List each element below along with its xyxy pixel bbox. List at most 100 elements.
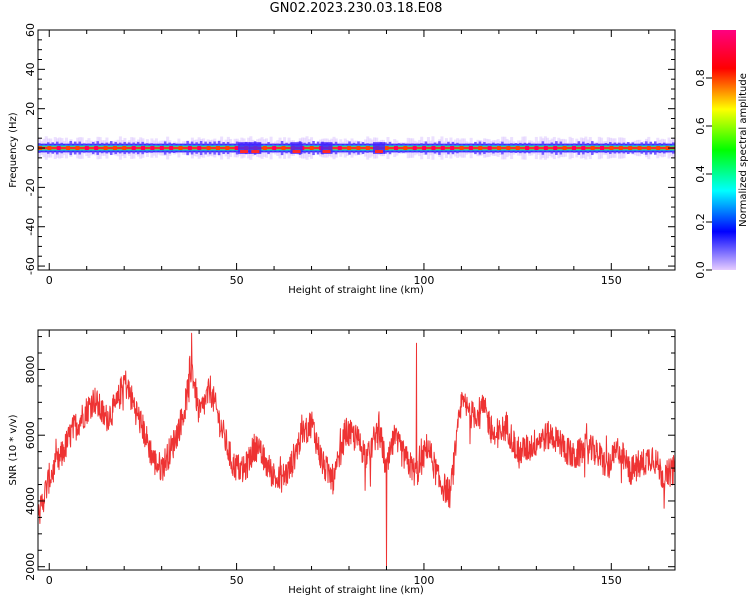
colorbar-tick-label: 0.4 [694, 165, 707, 183]
x-tick-label: 0 [46, 574, 53, 587]
snr-series-line [38, 332, 675, 568]
band-core-dash [47, 146, 52, 151]
band-core-dash [141, 146, 146, 151]
band-core-dash [75, 146, 80, 151]
x-tick-label: 0 [46, 274, 53, 287]
band-core-dash [337, 146, 342, 151]
snr-y-label: SNR (10 * v/v) [8, 414, 19, 485]
band-core-dash [665, 146, 670, 151]
band-disturbance [372, 142, 385, 154]
band-core-dash [94, 146, 99, 151]
band-core-dash [534, 146, 539, 151]
y-tick-label: 6000 [24, 421, 37, 449]
band-core-dash [506, 146, 511, 151]
band-core-dash [412, 146, 417, 151]
band-core-dash [515, 146, 520, 151]
band-core-dash [656, 146, 661, 151]
spectrogram-y-label: Frequency (Hz) [8, 112, 19, 188]
band-core-dash [150, 146, 155, 151]
band-core-dash [590, 146, 595, 151]
snr-x-axis: 0 50 100 150 [46, 330, 650, 587]
y-tick-label: 0 [24, 145, 37, 152]
spectrogram-y-axis: -60 -40 -20 0 20 40 60 [24, 23, 675, 275]
snr-x-label: Height of straight line (km) [288, 585, 424, 596]
band-disturbance-core [292, 150, 301, 154]
band-core-dash [600, 146, 605, 151]
band-core-dash [356, 146, 361, 151]
band-core-dash [215, 146, 220, 151]
y-tick-label: -60 [24, 257, 37, 275]
y-tick-label: 4000 [24, 487, 37, 515]
spectrogram-x-label: Height of straight line (km) [288, 285, 424, 296]
band-core-dash [281, 146, 286, 151]
band-core-dash [365, 146, 370, 151]
band-core-dash [384, 146, 389, 151]
band-core-dash [112, 146, 117, 151]
colorbar-tick-label: 0.8 [694, 69, 707, 87]
band-core-dash [497, 146, 502, 151]
band-disturbance-core [251, 150, 260, 154]
band-core-dash [103, 146, 108, 151]
spectrogram-x-axis: 0 50 100 150 [46, 30, 650, 287]
band-core-dash [440, 146, 445, 151]
band-core-dash [459, 146, 464, 151]
band-core-dash [609, 146, 614, 151]
band-core-dash [169, 146, 174, 151]
band-core-dash [525, 146, 530, 151]
y-tick-label: 40 [24, 62, 37, 76]
spectrogram-band [38, 136, 675, 160]
band-core-dash [628, 146, 633, 151]
y-tick-label: 20 [24, 102, 37, 116]
band-core-dash [646, 146, 651, 151]
colorbar-tick-label: 0.0 [694, 261, 707, 279]
x-tick-label: 50 [230, 274, 244, 287]
band-core-dash [422, 146, 427, 151]
band-disturbance-core [322, 150, 331, 154]
colorbar-gradient [712, 30, 736, 270]
band-disturbance [238, 142, 251, 154]
band-core-dash [637, 146, 642, 151]
y-tick-label: 8000 [24, 355, 37, 383]
colorbar-tick-label: 0.2 [694, 213, 707, 231]
band-core-dash [487, 146, 492, 151]
band-core-dash [187, 146, 192, 151]
band-core-dash [393, 146, 398, 151]
band-core-dash [309, 146, 314, 151]
snr-frame [37, 329, 676, 571]
x-tick-label: 50 [230, 574, 244, 587]
band-core-dash [553, 146, 558, 151]
band-core-dash [122, 146, 127, 151]
snr-panel: 0 50 100 150 2000 4000 6000 8000 Height of str… [8, 329, 676, 596]
spectrogram-frame [37, 29, 676, 271]
colorbar: 0.0 0.2 0.4 0.6 0.8 Normalized spectral ampl… [694, 30, 749, 279]
band-core-dash [468, 146, 473, 151]
y-tick-label: 60 [24, 23, 37, 37]
band-core-dash [206, 146, 211, 151]
x-tick-label: 150 [601, 274, 622, 287]
band-disturbance [290, 142, 303, 154]
band-disturbance-core [374, 150, 383, 154]
band-disturbance-core [240, 150, 249, 154]
band-disturbance [320, 142, 333, 154]
band-core-dash [478, 146, 483, 151]
snr-y-axis: 2000 4000 6000 8000 [24, 336, 675, 581]
band-core-dash [562, 146, 567, 151]
y-tick-label: -40 [24, 218, 37, 236]
band-core-dash [56, 146, 61, 151]
y-tick-label: -20 [24, 178, 37, 196]
x-tick-label: 100 [413, 274, 434, 287]
band-core-dash [571, 146, 576, 151]
band-core-dash [272, 146, 277, 151]
x-tick-label: 150 [601, 574, 622, 587]
band-core-dash [431, 146, 436, 151]
band-core-dash [159, 146, 164, 151]
band-core-dash [450, 146, 455, 151]
band-core-dash [131, 146, 136, 151]
chart-title: GN02.2023.230.03.18.E08 [269, 1, 443, 16]
colorbar-ticks: 0.0 0.2 0.4 0.6 0.8 [694, 69, 712, 279]
colorbar-tick-label: 0.6 [694, 117, 707, 135]
y-tick-label: 2000 [24, 553, 37, 581]
colorbar-label: Normalized spectral amplitude [738, 73, 749, 227]
band-core-dash [347, 146, 352, 151]
band-core-dash [84, 146, 89, 151]
